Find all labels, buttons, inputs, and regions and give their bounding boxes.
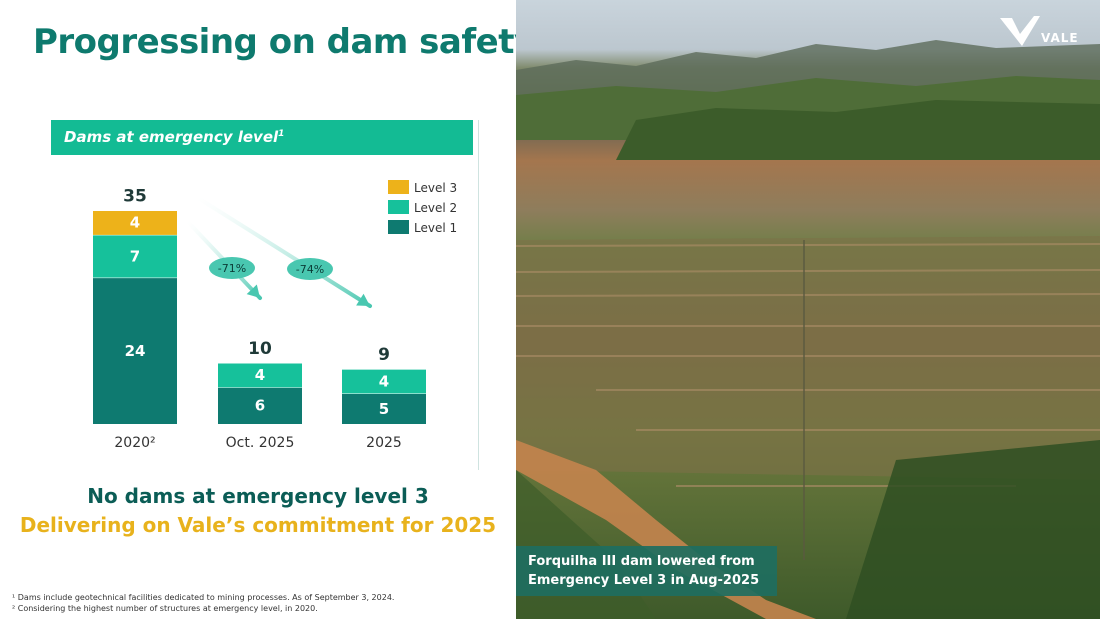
bar-level-2-2020: [93, 234, 177, 278]
data-label-level-2-2025: 4: [379, 372, 389, 390]
stacked-bar-chart: -71% -74% 24 7 4 35 2020² 6 4 10 Oct. 2025 5 4 9 2025…: [93, 180, 457, 451]
footnote-2: ² Considering the highest number of stru…: [12, 604, 318, 613]
legend-swatch-level-3: [388, 180, 409, 194]
footnote-1: ¹ Dams include geotechnical facilities d…: [12, 593, 395, 602]
photo-caption-line-1: Forquilha III dam lowered from: [528, 554, 755, 569]
chart-title-text: Dams at emergency level: [64, 128, 279, 146]
legend-swatch-level-2: [388, 200, 409, 214]
data-label-level-3-2020: 4: [130, 214, 140, 232]
page-title: Progressing on dam safety: [33, 22, 536, 62]
data-label-level-1-2025: 5: [379, 400, 389, 418]
bar-level-1-oct-2025: [218, 387, 302, 424]
category-label-oct-2025: Oct. 2025: [226, 435, 295, 451]
total-label-2025: 9: [378, 345, 390, 365]
category-label-2025: 2025: [366, 435, 402, 451]
total-label-oct-2025: 10: [248, 339, 272, 359]
reduction-badge-2: [287, 258, 333, 280]
reduction-arrow-2: [196, 196, 372, 308]
data-label-level-1-2020: 24: [125, 342, 146, 360]
bar-level-1-2025: [342, 393, 426, 424]
reduction-arrowhead-1: [246, 284, 260, 298]
headline-secondary: Delivering on Vale’s commitment for 2025: [19, 513, 497, 537]
vale-logo-text: VALE: [1041, 31, 1079, 45]
chart-frame: [40, 120, 479, 470]
left-panel: Progressing on dam safety Dams at emerge…: [0, 0, 536, 619]
data-label-level-1-oct-2025: 6: [255, 397, 265, 415]
reduction-label-2: -74%: [296, 263, 324, 276]
bar-level-2-oct-2025: [218, 363, 302, 388]
data-label-level-2-2020: 7: [130, 247, 140, 265]
legend-swatch-level-1: [388, 220, 409, 234]
chart-title: Dams at emergency level1: [64, 128, 284, 146]
footnotes: ¹ Dams include geotechnical facilities d…: [12, 592, 394, 614]
reduction-badge-1: [209, 257, 255, 279]
bar-level-1-2020: [93, 277, 177, 424]
photo-caption-line-2: Emergency Level 3 in Aug-2025: [528, 573, 760, 588]
bars: 24 7 4 35 2020² 6 4 10 Oct. 2025 5 4 9 2025: [93, 187, 426, 451]
total-label-2020: 35: [123, 187, 147, 207]
bar-level-2-2025: [342, 369, 426, 394]
reduction-label-1: -71%: [218, 262, 246, 275]
photo-caption: Forquilha III dam lowered from Emergency…: [516, 546, 777, 596]
legend: Level 3 Level 2 Level 1: [388, 180, 457, 235]
dam-photo-illustration: [516, 40, 1100, 619]
legend-label-level-1: Level 1: [414, 221, 457, 235]
dam-photo: [516, 0, 1100, 619]
legend-label-level-2: Level 2: [414, 201, 457, 215]
headline-primary: No dams at emergency level 3: [87, 484, 429, 508]
vale-logo-icon: [1000, 16, 1040, 46]
legend-label-level-3: Level 3: [414, 181, 457, 195]
reduction-arrows: -71% -74%: [186, 196, 372, 308]
data-label-level-2-oct-2025: 4: [255, 366, 265, 384]
chart-header: Dams at emergency level1: [51, 120, 473, 155]
bar-level-3-2020: [93, 210, 177, 235]
chart-title-superscript: 1: [278, 129, 285, 139]
reduction-arrowhead-2: [356, 293, 370, 306]
category-label-2020: 2020²: [114, 435, 155, 451]
